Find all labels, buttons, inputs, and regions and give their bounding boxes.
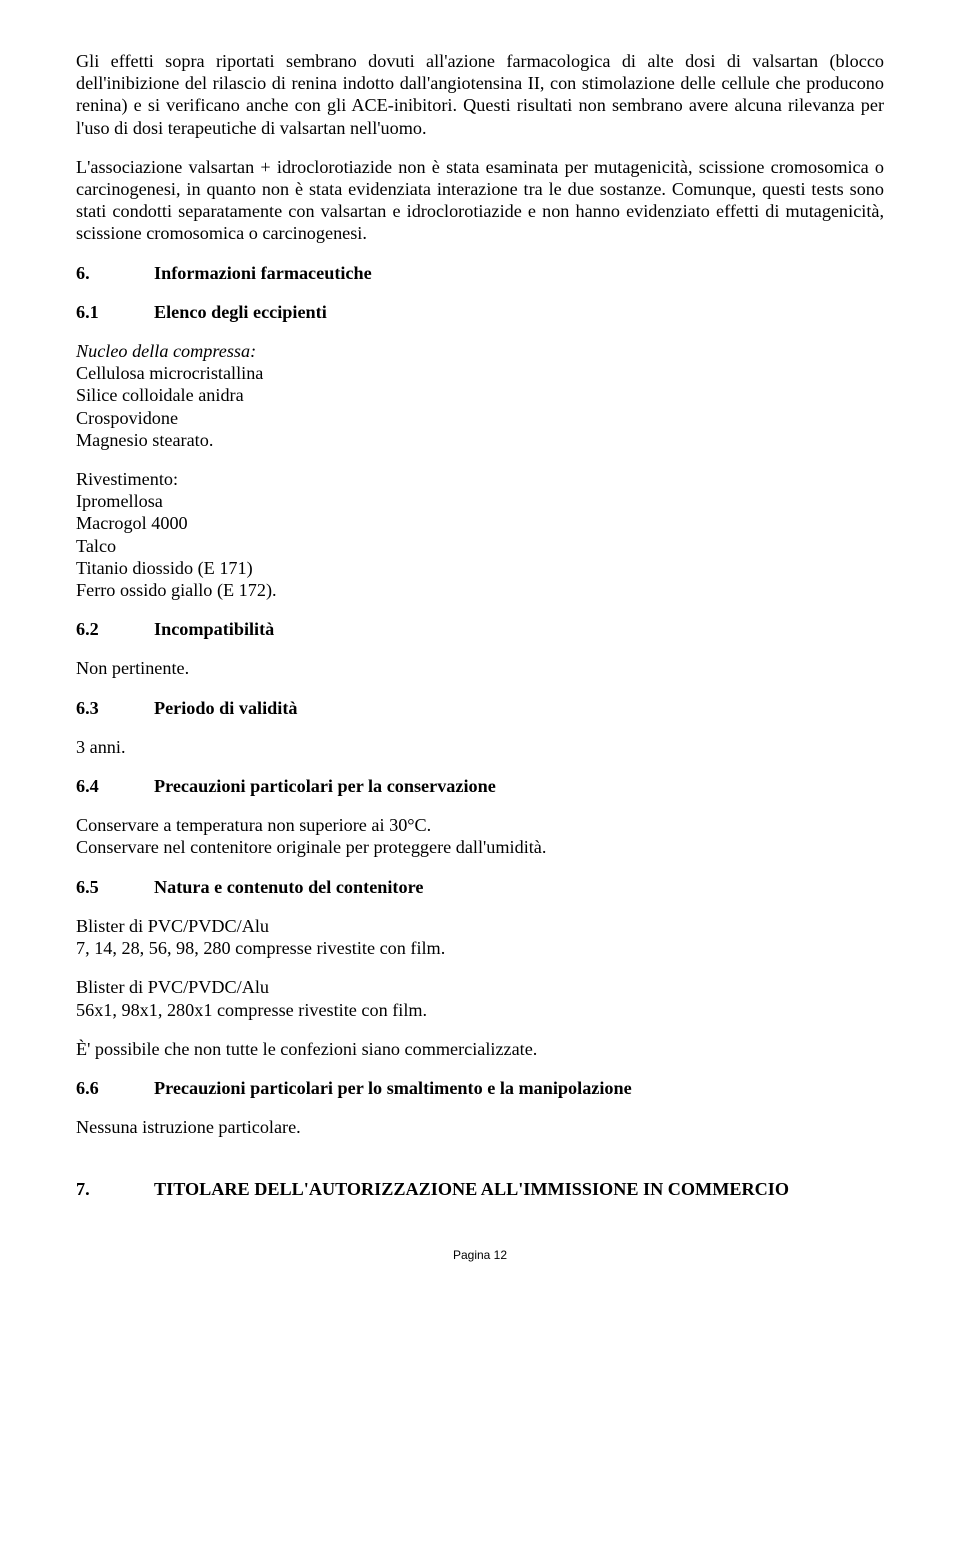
heading-number: 6.2 xyxy=(76,618,154,640)
heading-6-6: 6.6 Precauzioni particolari per lo smalt… xyxy=(76,1077,884,1099)
heading-6-4: 6.4 Precauzioni particolari per la conse… xyxy=(76,775,884,797)
heading-title: Precauzioni particolari per lo smaltimen… xyxy=(154,1077,632,1099)
container-line: Blister di PVC/PVDC/Alu xyxy=(76,915,884,937)
heading-title: Incompatibilità xyxy=(154,618,274,640)
storage-block: Conservare a temperatura non superiore a… xyxy=(76,814,884,858)
container-block-2: Blister di PVC/PVDC/Alu 56x1, 98x1, 280x… xyxy=(76,976,884,1020)
container-block-1: Blister di PVC/PVDC/Alu 7, 14, 28, 56, 9… xyxy=(76,915,884,959)
heading-title: Informazioni farmaceutiche xyxy=(154,262,372,284)
incompat-text: Non pertinente. xyxy=(76,657,884,679)
heading-number: 6.6 xyxy=(76,1077,154,1099)
disposal-text: Nessuna istruzione particolare. xyxy=(76,1116,884,1138)
paragraph-effects: Gli effetti sopra riportati sembrano dov… xyxy=(76,50,884,139)
heading-6-3: 6.3 Periodo di validità xyxy=(76,697,884,719)
heading-title: TITOLARE DELL'AUTORIZZAZIONE ALL'IMMISSI… xyxy=(154,1178,789,1200)
container-line: 7, 14, 28, 56, 98, 280 compresse rivesti… xyxy=(76,937,884,959)
heading-number: 6.5 xyxy=(76,876,154,898)
heading-title: Precauzioni particolari per la conservaz… xyxy=(154,775,496,797)
heading-number: 6.1 xyxy=(76,301,154,323)
container-line: Blister di PVC/PVDC/Alu xyxy=(76,976,884,998)
storage-line: Conservare nel contenitore originale per… xyxy=(76,836,884,858)
heading-title: Periodo di validità xyxy=(154,697,297,719)
heading-number: 6.3 xyxy=(76,697,154,719)
excipient-item: Silice colloidale anidra xyxy=(76,384,884,406)
heading-7: 7. TITOLARE DELL'AUTORIZZAZIONE ALL'IMMI… xyxy=(76,1178,884,1200)
excipient-item: Macrogol 4000 xyxy=(76,512,884,534)
storage-line: Conservare a temperatura non superiore a… xyxy=(76,814,884,836)
excipient-item: Cellulosa microcristallina xyxy=(76,362,884,384)
heading-6: 6. Informazioni farmaceutiche xyxy=(76,262,884,284)
document-page: Gli effetti sopra riportati sembrano dov… xyxy=(0,0,960,1292)
excipient-item: Talco xyxy=(76,535,884,557)
heading-title: Natura e contenuto del contenitore xyxy=(154,876,423,898)
spacer xyxy=(76,1155,884,1177)
excipient-item: Titanio diossido (E 171) xyxy=(76,557,884,579)
paragraph-association: L'associazione valsartan + idroclorotiaz… xyxy=(76,156,884,245)
heading-6-5: 6.5 Natura e contenuto del contenitore xyxy=(76,876,884,898)
heading-number: 7. xyxy=(76,1178,154,1200)
excipient-item: Magnesio stearato. xyxy=(76,429,884,451)
heading-number: 6. xyxy=(76,262,154,284)
nucleus-label: Nucleo della compressa: xyxy=(76,340,884,362)
validity-text: 3 anni. xyxy=(76,736,884,758)
heading-6-1: 6.1 Elenco degli eccipienti xyxy=(76,301,884,323)
excipients-nucleus: Nucleo della compressa: Cellulosa microc… xyxy=(76,340,884,451)
page-footer: Pagina 12 xyxy=(76,1248,884,1263)
container-line: 56x1, 98x1, 280x1 compresse rivestite co… xyxy=(76,999,884,1021)
excipient-item: Ipromellosa xyxy=(76,490,884,512)
excipient-item: Crospovidone xyxy=(76,407,884,429)
container-note: È' possibile che non tutte le confezioni… xyxy=(76,1038,884,1060)
heading-number: 6.4 xyxy=(76,775,154,797)
coating-label: Rivestimento: xyxy=(76,468,884,490)
heading-title: Elenco degli eccipienti xyxy=(154,301,327,323)
excipients-coating: Rivestimento: Ipromellosa Macrogol 4000 … xyxy=(76,468,884,601)
heading-6-2: 6.2 Incompatibilità xyxy=(76,618,884,640)
excipient-item: Ferro ossido giallo (E 172). xyxy=(76,579,884,601)
